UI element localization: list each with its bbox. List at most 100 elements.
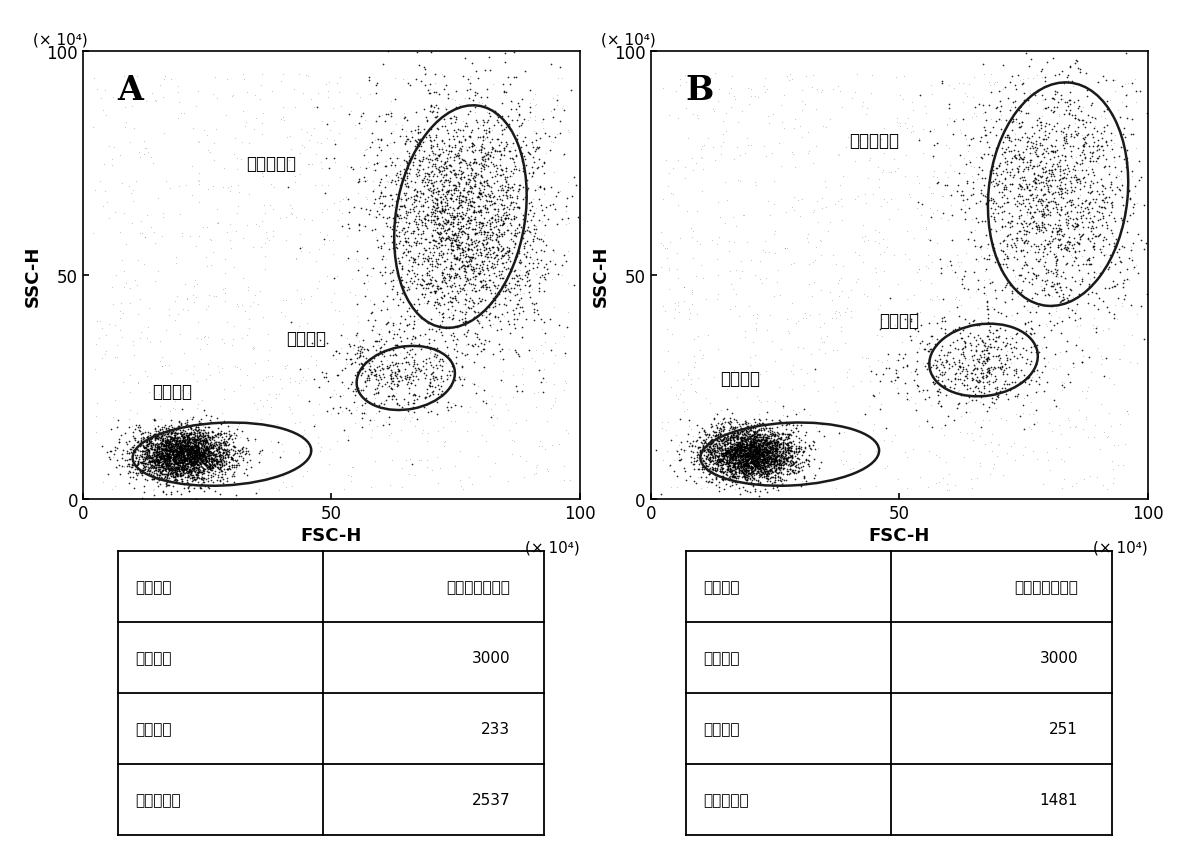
Point bbox=[468, 267, 487, 281]
Point bbox=[400, 468, 419, 481]
Point bbox=[414, 163, 433, 177]
Point bbox=[357, 174, 376, 188]
Point bbox=[166, 429, 185, 443]
Point bbox=[720, 455, 739, 469]
Point bbox=[723, 430, 742, 444]
X-axis label: FSC-H: FSC-H bbox=[868, 526, 930, 544]
Point bbox=[400, 282, 419, 296]
Point bbox=[489, 311, 508, 325]
Point bbox=[1068, 63, 1087, 77]
Point bbox=[702, 444, 720, 458]
Point bbox=[1002, 115, 1021, 129]
Point bbox=[406, 270, 425, 284]
Point bbox=[880, 362, 899, 375]
Point bbox=[175, 444, 194, 458]
Point bbox=[728, 438, 746, 452]
Point bbox=[167, 485, 186, 499]
Point bbox=[749, 422, 768, 436]
Point bbox=[202, 453, 221, 467]
Point bbox=[476, 189, 494, 203]
Point bbox=[416, 278, 435, 292]
Point bbox=[218, 315, 237, 329]
Point bbox=[180, 436, 199, 449]
Point bbox=[919, 344, 938, 358]
Point bbox=[834, 457, 853, 471]
Point bbox=[956, 369, 975, 383]
Point bbox=[195, 462, 214, 476]
Point bbox=[203, 455, 222, 469]
Point bbox=[213, 333, 232, 347]
Point bbox=[202, 438, 221, 452]
Point bbox=[151, 443, 170, 456]
Point bbox=[836, 337, 855, 350]
Point bbox=[189, 458, 208, 472]
Point bbox=[923, 421, 942, 435]
Point bbox=[207, 443, 226, 457]
Point bbox=[157, 450, 176, 464]
Point bbox=[323, 402, 342, 416]
Point bbox=[703, 473, 722, 486]
Point bbox=[136, 142, 155, 156]
Point bbox=[1036, 342, 1055, 356]
Point bbox=[741, 427, 759, 441]
Point bbox=[990, 113, 1009, 127]
Point bbox=[799, 147, 817, 161]
Point bbox=[492, 251, 511, 265]
Point bbox=[172, 227, 190, 241]
Point bbox=[962, 214, 981, 227]
Point bbox=[1062, 75, 1081, 89]
Point bbox=[1033, 176, 1052, 189]
Point bbox=[1006, 148, 1024, 162]
Point bbox=[297, 69, 316, 83]
Point bbox=[468, 315, 487, 329]
Point bbox=[717, 383, 736, 397]
Point bbox=[147, 454, 166, 468]
Point bbox=[744, 425, 763, 439]
Point bbox=[189, 437, 208, 450]
Point bbox=[702, 447, 720, 461]
Point bbox=[481, 195, 500, 208]
Point bbox=[137, 439, 156, 453]
Point bbox=[1068, 164, 1087, 177]
Point bbox=[754, 437, 772, 450]
Point bbox=[431, 257, 450, 271]
Point bbox=[503, 247, 522, 261]
Point bbox=[782, 424, 801, 437]
Point bbox=[765, 453, 784, 467]
Point bbox=[209, 455, 228, 468]
Point bbox=[508, 270, 526, 284]
Point bbox=[156, 423, 175, 437]
Point bbox=[167, 455, 186, 468]
Point bbox=[728, 439, 746, 453]
Point bbox=[497, 189, 516, 203]
Point bbox=[331, 400, 350, 414]
Point bbox=[767, 455, 786, 468]
Point bbox=[729, 458, 748, 472]
Point bbox=[185, 437, 203, 451]
Point bbox=[755, 452, 774, 466]
Point bbox=[169, 461, 188, 475]
Point bbox=[764, 457, 783, 471]
Point bbox=[926, 449, 945, 462]
Point bbox=[379, 354, 397, 368]
Point bbox=[413, 199, 432, 213]
Point bbox=[521, 96, 539, 110]
Point bbox=[710, 455, 729, 469]
Point bbox=[187, 446, 206, 460]
Point bbox=[451, 220, 470, 233]
Point bbox=[1066, 112, 1085, 126]
Point bbox=[744, 441, 763, 455]
Point bbox=[777, 468, 796, 481]
Point bbox=[834, 425, 853, 439]
Point bbox=[953, 189, 972, 203]
Point bbox=[1048, 86, 1067, 100]
Point bbox=[956, 352, 975, 366]
Point bbox=[517, 224, 536, 238]
Point bbox=[311, 156, 330, 170]
Point bbox=[123, 78, 142, 92]
Point bbox=[164, 440, 183, 454]
Point bbox=[471, 216, 490, 230]
Point bbox=[971, 366, 990, 380]
Point bbox=[1118, 144, 1137, 158]
Point bbox=[121, 369, 140, 382]
